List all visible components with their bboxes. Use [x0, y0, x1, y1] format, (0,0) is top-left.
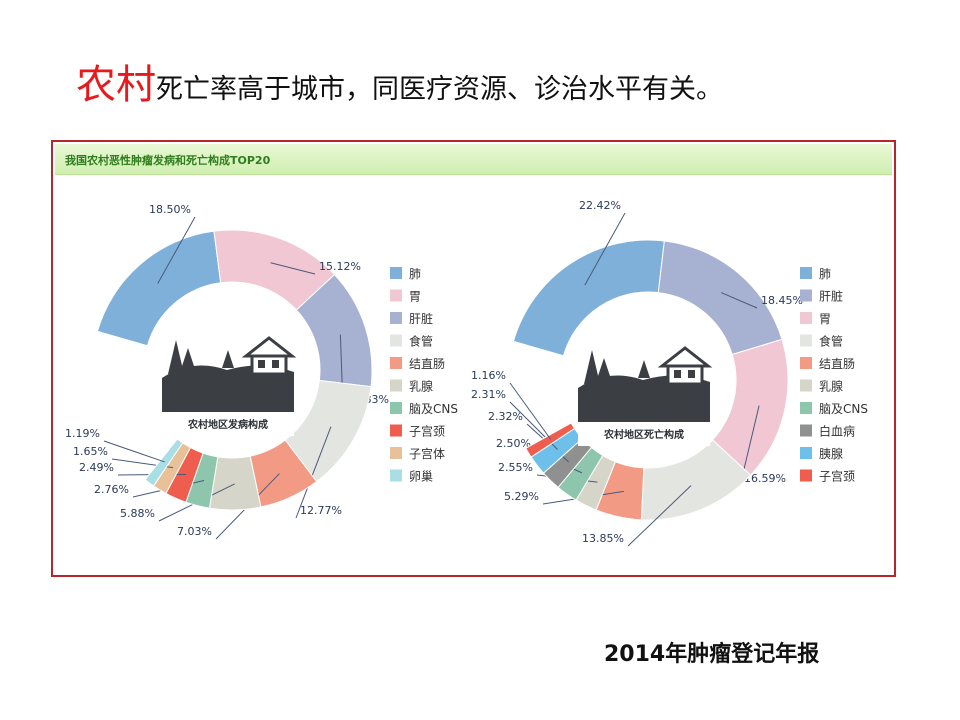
leader-line-10 [509, 382, 552, 440]
chart-panel-header: 我国农村恶性肿瘤发病和死亡构成TOP20 [55, 144, 892, 175]
value-label-4: 12.77% [300, 504, 342, 517]
leader-line-4 [627, 485, 692, 547]
value-label-4: 13.85% [582, 532, 624, 545]
value-label-2: 18.45% [761, 294, 803, 307]
village-scene-icon [578, 346, 713, 446]
value-label-8: 2.49% [79, 461, 114, 474]
title-highlight: 农村 [76, 62, 156, 108]
legend-swatch-2 [800, 289, 812, 302]
source-note: 2014年肿瘤登记年报 [604, 642, 820, 667]
legend-swatch-9 [390, 447, 402, 459]
value-label-7: 2.76% [94, 483, 129, 496]
legend-label-1: 肺 [819, 267, 831, 281]
value-label-5: 7.03% [177, 525, 212, 538]
value-label-6: 2.55% [498, 461, 533, 474]
value-label-10: 1.16% [471, 369, 506, 382]
legend-label-6: 乳腺 [409, 380, 433, 394]
legend-label-7: 脑及CNS [409, 402, 458, 416]
donut-slice-1 [512, 239, 665, 357]
legend-swatch-4 [390, 334, 402, 347]
legend-swatch-6 [390, 379, 402, 392]
legend-label-1: 肺 [409, 267, 421, 281]
leader-line-1 [584, 212, 626, 286]
legend-label-2: 肝脏 [819, 289, 843, 304]
legend-label-10: 卵巢 [409, 470, 433, 484]
leader-line-4 [295, 426, 332, 519]
value-label-8: 2.32% [488, 410, 523, 423]
legend-swatch-2 [390, 289, 402, 302]
legend-swatch-10 [800, 469, 812, 482]
legend-swatch-1 [390, 267, 402, 279]
legend-label-5: 结直肠 [409, 357, 445, 371]
value-label-9: 1.65% [73, 445, 108, 458]
legend-swatch-3 [800, 312, 812, 324]
legend-label-8: 白血病 [819, 424, 855, 439]
legend-label-9: 子宫体 [409, 446, 445, 461]
legend-swatch-1 [800, 267, 812, 279]
leader-line-2 [720, 292, 758, 309]
value-label-2: 15.12% [319, 260, 361, 273]
value-label-6: 5.88% [120, 507, 155, 520]
value-label-3: 16.59% [744, 472, 786, 485]
donut-chart-2: 22.42% 18.45% 16.59% 13.85% 5.29% 2.55% 2.50% 2… [471, 199, 803, 547]
leader-line-1 [157, 216, 196, 284]
donut-slice-10 [525, 422, 576, 458]
legend-swatch-4 [800, 334, 812, 347]
village-scene-icon [162, 336, 297, 436]
legend-label-4: 食管 [409, 334, 433, 349]
value-label-1: 18.50% [149, 203, 191, 216]
legend-label-3: 肝脏 [409, 311, 433, 326]
value-label-9: 2.31% [471, 388, 506, 401]
chart-panel-title: 我国农村恶性肿瘤发病和死亡构成TOP20 [65, 154, 271, 167]
donut-chart-1: 18.50%15.12%13.83%12.77%7.03%5.88%2.76%2… [65, 203, 389, 540]
title-rest: 死亡率高于城市，同医疗资源、诊治水平有关。 [156, 74, 723, 105]
donut-slice-1 [96, 230, 222, 347]
page-title: 农村死亡率高于城市，同医疗资源、诊治水平有关。 [76, 52, 723, 110]
legend-label-10: 子宫颈 [819, 469, 855, 484]
legend-label-6: 乳腺 [819, 380, 843, 394]
legend-label-5: 结直肠 [819, 357, 855, 371]
leader-line-2 [270, 262, 316, 275]
legend-label-2: 胃 [409, 290, 421, 304]
legend-swatch-8 [800, 424, 812, 437]
legend-label-4: 食管 [819, 334, 843, 349]
legend-swatch-3 [390, 312, 402, 324]
value-label-10: 1.19% [65, 427, 100, 440]
legend-label-3: 胃 [819, 312, 831, 326]
donut-slice-10 [144, 438, 184, 487]
legend-label-8: 子宫颈 [409, 424, 445, 439]
legend-swatch-5 [800, 357, 812, 369]
legend-swatch-5 [390, 357, 402, 369]
leader-line-10 [103, 440, 165, 463]
donut-center-label: 农村地区死亡构成 [603, 428, 684, 441]
value-label-5: 5.29% [504, 490, 539, 503]
legend-swatch-6 [800, 379, 812, 392]
donut-center-label: 农村地区发病构成 [187, 418, 268, 431]
legend-swatch-7 [800, 402, 812, 414]
legend-swatch-8 [390, 424, 402, 437]
legend-swatch-7 [390, 402, 402, 414]
value-label-7: 2.50% [496, 437, 531, 450]
legend-swatch-9 [800, 447, 812, 459]
legend-label-7: 脑及CNS [819, 402, 868, 416]
legend-swatch-10 [390, 469, 402, 482]
legend-label-9: 胰腺 [819, 447, 843, 461]
value-label-1: 22.42% [579, 199, 621, 212]
